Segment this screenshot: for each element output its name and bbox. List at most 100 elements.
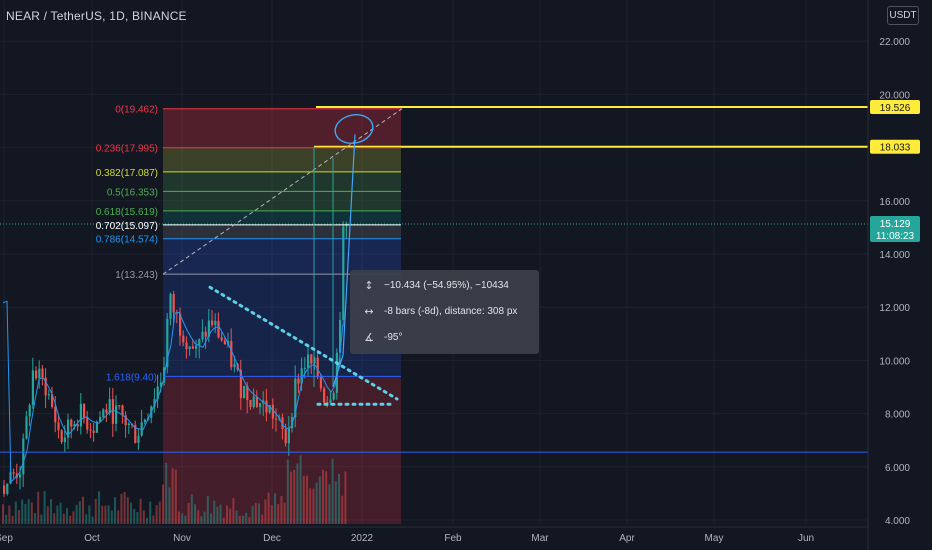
volume-bar xyxy=(133,508,136,524)
candle-body xyxy=(102,409,105,418)
volume-bar xyxy=(14,501,17,524)
candle-body xyxy=(92,430,95,433)
volume-bar xyxy=(53,513,56,524)
candle-body xyxy=(67,419,70,438)
volume-bar xyxy=(338,473,340,524)
candle-body xyxy=(54,406,57,423)
candle-body xyxy=(31,370,34,406)
volume-bar xyxy=(104,505,107,524)
candle-body xyxy=(284,429,287,444)
candle-body xyxy=(287,428,290,444)
volume-bar xyxy=(226,505,228,524)
candle-body xyxy=(63,437,66,443)
candle-body xyxy=(265,400,268,413)
volume-bar xyxy=(165,462,168,524)
volume-bar xyxy=(261,514,264,524)
volume-bar xyxy=(46,506,49,524)
volume-bar xyxy=(59,502,62,524)
fib-label-0.618: 0.618(15.619) xyxy=(96,207,158,218)
currency-button[interactable]: USDT xyxy=(887,6,919,25)
candle-body xyxy=(111,399,114,424)
volume-bars xyxy=(2,455,347,524)
volume-bar xyxy=(152,515,155,524)
volume-bar xyxy=(315,482,318,524)
candle-body xyxy=(294,378,297,418)
fib-zone xyxy=(163,376,401,524)
volume-bar xyxy=(21,499,24,524)
volume-bar xyxy=(136,511,139,524)
candle-body xyxy=(268,405,271,413)
y-tick-label: 6.000 xyxy=(885,463,910,474)
volume-bar xyxy=(334,481,337,524)
volume-bar xyxy=(213,500,216,524)
volume-bar xyxy=(98,491,100,524)
candle-body xyxy=(188,346,191,350)
volume-bar xyxy=(219,504,222,524)
candle-body xyxy=(233,364,236,368)
volume-bar xyxy=(110,510,113,524)
volume-bar xyxy=(66,508,68,524)
candle-body xyxy=(124,415,127,426)
volume-bar xyxy=(222,517,225,524)
volume-bar xyxy=(139,498,142,524)
candle-body xyxy=(51,394,54,407)
candle-body xyxy=(214,320,217,326)
candle-body xyxy=(217,320,220,338)
fib-label-0.236: 0.236(17.995) xyxy=(96,144,158,155)
fib-zone xyxy=(163,191,401,211)
y-tick-label: 16.000 xyxy=(879,197,910,208)
volume-bar xyxy=(181,513,184,524)
candle-body xyxy=(137,435,140,443)
volume-bar xyxy=(270,505,273,524)
y-tick-label: 8.000 xyxy=(885,410,910,421)
y-tick-label: 22.000 xyxy=(879,37,910,48)
candle-body xyxy=(127,423,130,426)
volume-bar xyxy=(206,495,209,524)
candle-body xyxy=(3,485,6,494)
volume-bar xyxy=(5,514,8,524)
volume-bar xyxy=(197,510,200,524)
volume-bar xyxy=(18,510,20,524)
measure-tooltip: ↕ −10.434 (−54.95%), −10434 ↔ -8 bars (-… xyxy=(350,270,539,354)
volume-bar xyxy=(78,501,81,524)
price-tag-bg xyxy=(870,215,920,242)
candle-body xyxy=(249,400,252,407)
volume-bar xyxy=(88,505,91,524)
fib-zone xyxy=(163,108,401,148)
candle-body xyxy=(310,354,313,364)
time-axis: Sep Oct Nov Dec 2022 Feb Mar Apr May Jun xyxy=(0,533,814,544)
candle-body xyxy=(143,419,146,423)
volume-bar xyxy=(30,502,33,524)
descending-trendline xyxy=(208,285,399,401)
volume-bar xyxy=(158,501,161,524)
candle-body xyxy=(230,340,233,368)
volume-bar xyxy=(325,471,328,524)
volume-bar xyxy=(171,468,174,524)
volume-bar xyxy=(117,510,120,524)
candle-body xyxy=(60,430,63,443)
volume-bar xyxy=(130,502,132,524)
fib-labels: 0(19.462) 0.236(17.995) 0.382(17.087) 0.5(1… xyxy=(96,105,158,384)
x-tick-label: Nov xyxy=(173,533,191,544)
volume-bar xyxy=(75,504,78,524)
measure-bars: -8 bars (-8d), distance: 308 px xyxy=(384,306,518,317)
candle-body xyxy=(35,370,38,379)
projection-line xyxy=(332,134,356,388)
volume-bar xyxy=(190,494,193,524)
volume-bar xyxy=(290,471,292,524)
volume-bar xyxy=(174,469,177,524)
volume-bar xyxy=(40,514,43,524)
fib-label-0.786: 0.786(14.574) xyxy=(96,235,158,246)
fib-zone xyxy=(163,224,401,239)
volume-bar xyxy=(216,506,219,524)
candle-body xyxy=(118,405,121,407)
candle-body xyxy=(140,422,143,436)
symbol-title[interactable]: NEAR / TetherUS, 1D, BINANCE xyxy=(6,9,187,23)
candle-body xyxy=(6,483,9,494)
volume-bar xyxy=(264,499,267,524)
price-tag-label: 19.526 xyxy=(880,103,911,114)
moving-average-line xyxy=(2,300,344,484)
volume-bar xyxy=(101,505,104,524)
y-tick-label: 10.000 xyxy=(879,356,910,367)
